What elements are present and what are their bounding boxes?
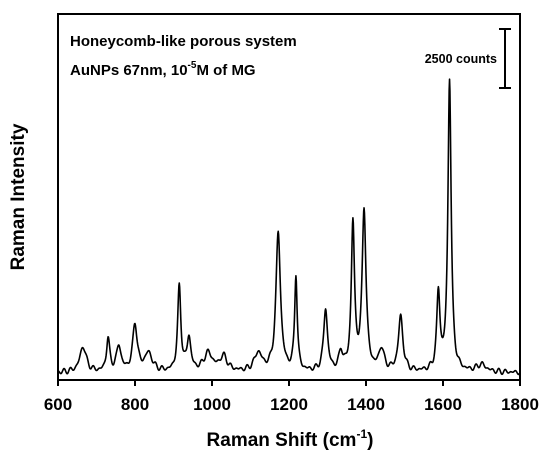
y-axis-label: Raman Intensity xyxy=(8,123,29,270)
annotation-line-2-prefix: AuNPs 67nm, 10 xyxy=(70,62,188,79)
x-axis-ticks: 600 800 1000 1200 1400 1600 1800 xyxy=(44,380,539,414)
scale-bar-label: 2500 counts xyxy=(425,52,497,66)
scale-bar xyxy=(499,28,511,89)
x-axis-label-main: Raman Shift (cm xyxy=(207,430,357,451)
annotation-line-1: Honeycomb-like porous system xyxy=(70,33,297,50)
annotation-line-2-suffix: M of MG xyxy=(196,62,255,79)
x-tick-label: 1600 xyxy=(424,395,462,414)
x-axis-label-superscript: -1 xyxy=(356,427,367,441)
x-tick-label: 800 xyxy=(121,395,149,414)
x-axis-label: Raman Shift (cm-1) xyxy=(207,427,374,451)
x-axis-label-tail: ) xyxy=(367,430,373,451)
x-tick-label: 600 xyxy=(44,395,72,414)
x-tick-label: 1400 xyxy=(347,395,385,414)
spectrum-line xyxy=(57,78,521,376)
x-tick-label: 1800 xyxy=(501,395,539,414)
x-tick-label: 1200 xyxy=(270,395,308,414)
annotation-line-2: AuNPs 67nm, 10-5M of MG xyxy=(70,60,256,79)
x-tick-label: 1000 xyxy=(193,395,231,414)
annotation-line-2-superscript: -5 xyxy=(188,60,197,71)
